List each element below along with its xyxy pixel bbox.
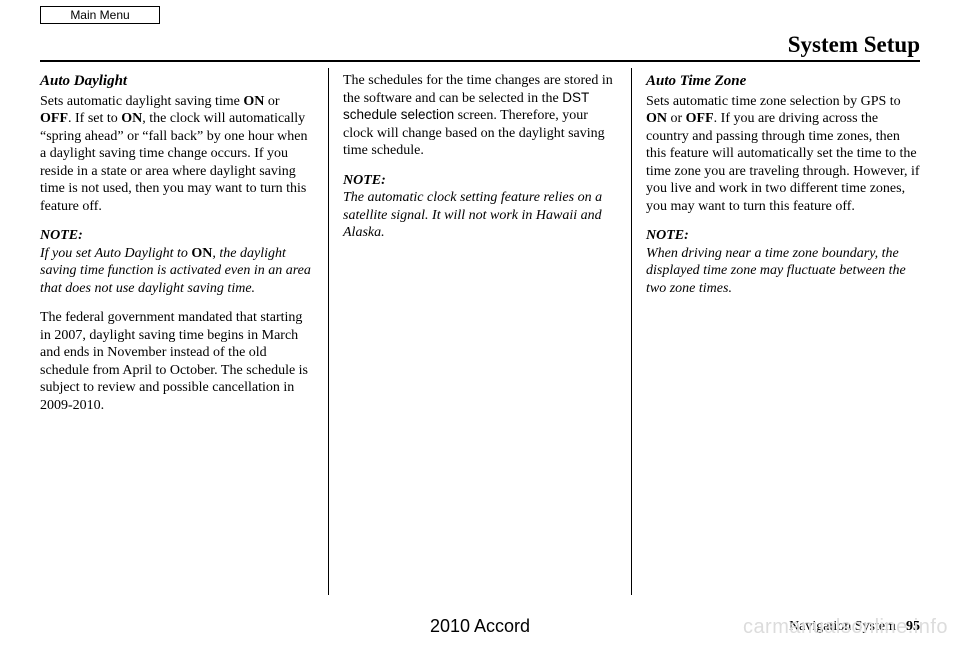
auto-daylight-p2: The federal government mandated that sta… (40, 309, 314, 414)
note-label: NOTE: (40, 227, 314, 245)
text: Sets automatic daylight saving time (40, 94, 243, 109)
note-label: NOTE: (646, 227, 920, 245)
off-label: OFF (40, 111, 68, 126)
header-rule (40, 60, 920, 62)
main-menu-button[interactable]: Main Menu (40, 6, 160, 24)
footer-section: Navigation System (789, 619, 896, 634)
on-label: ON (121, 111, 142, 126)
content-columns: Auto Daylight Sets automatic daylight sa… (40, 68, 920, 595)
page-number: 95 (906, 619, 920, 634)
text: or (667, 111, 686, 126)
text: . If you are driving across the country … (646, 111, 920, 214)
on-label: ON (191, 246, 212, 261)
dst-p1: The schedules for the time changes are s… (343, 72, 617, 160)
column-separator (328, 68, 329, 595)
text: If you set Auto Daylight to (40, 246, 191, 261)
text: . If set to (68, 111, 121, 126)
text: or (264, 94, 279, 109)
on-label: ON (646, 111, 667, 126)
footer-right: Navigation System 95 (789, 619, 920, 635)
note-label: NOTE: (343, 172, 617, 190)
auto-time-zone-p1: Sets automatic time zone selection by GP… (646, 93, 920, 216)
auto-time-zone-heading: Auto Time Zone (646, 72, 920, 91)
text: Sets automatic time zone selection by GP… (646, 94, 901, 109)
column-2: The schedules for the time changes are s… (331, 68, 629, 595)
column-3: Auto Time Zone Sets automatic time zone … (634, 68, 920, 595)
auto-daylight-heading: Auto Daylight (40, 72, 314, 91)
off-label: OFF (686, 111, 714, 126)
page: Main Menu System Setup Auto Daylight Set… (0, 0, 960, 655)
dst-note: The automatic clock setting feature reli… (343, 189, 617, 242)
column-separator (631, 68, 632, 595)
page-title: System Setup (788, 32, 920, 58)
auto-time-zone-note: When driving near a time zone boundary, … (646, 245, 920, 298)
auto-daylight-p1: Sets automatic daylight saving time ON o… (40, 93, 314, 216)
on-label: ON (243, 94, 264, 109)
auto-daylight-note: If you set Auto Daylight to ON, the dayl… (40, 245, 314, 298)
text: , the clock will automatically “spring a… (40, 111, 307, 214)
column-1: Auto Daylight Sets automatic daylight sa… (40, 68, 326, 595)
